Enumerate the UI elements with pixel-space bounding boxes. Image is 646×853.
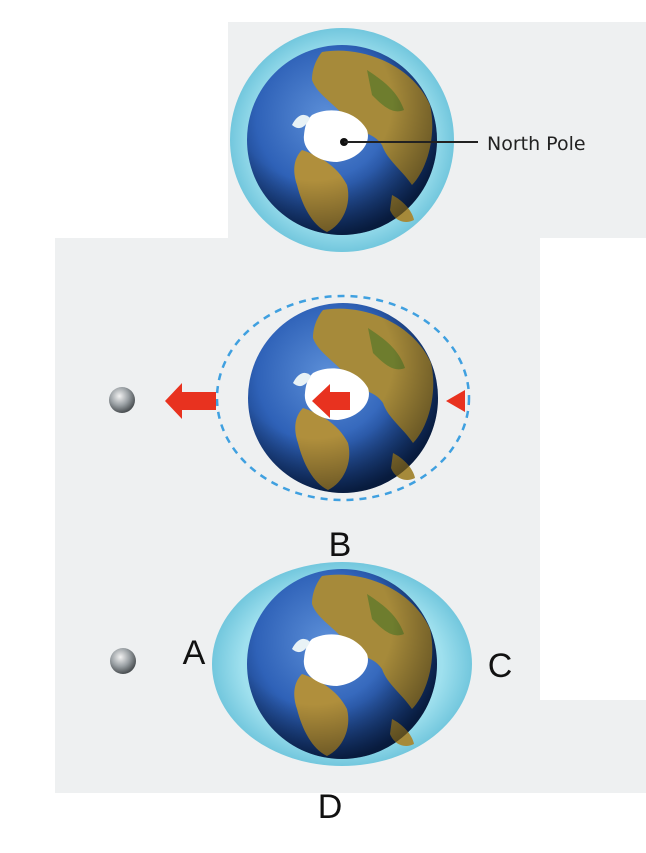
arrow-left-outer (165, 383, 216, 419)
earth-bottom-group: A C D (110, 562, 512, 826)
label-b: B (329, 526, 352, 564)
earth-top-group: North Pole (230, 28, 586, 252)
dashed-bulge-outline (215, 294, 471, 502)
label-a: A (183, 634, 206, 672)
earth-globe-bottom (247, 569, 437, 759)
moon-middle (109, 387, 135, 413)
arrow-center (312, 384, 350, 418)
moon-bottom (110, 648, 136, 674)
arrow-right (446, 390, 465, 412)
north-pole-label: North Pole (487, 133, 586, 155)
earth-middle-group: B (109, 294, 471, 564)
label-d: D (318, 788, 343, 826)
label-c: C (488, 647, 513, 685)
